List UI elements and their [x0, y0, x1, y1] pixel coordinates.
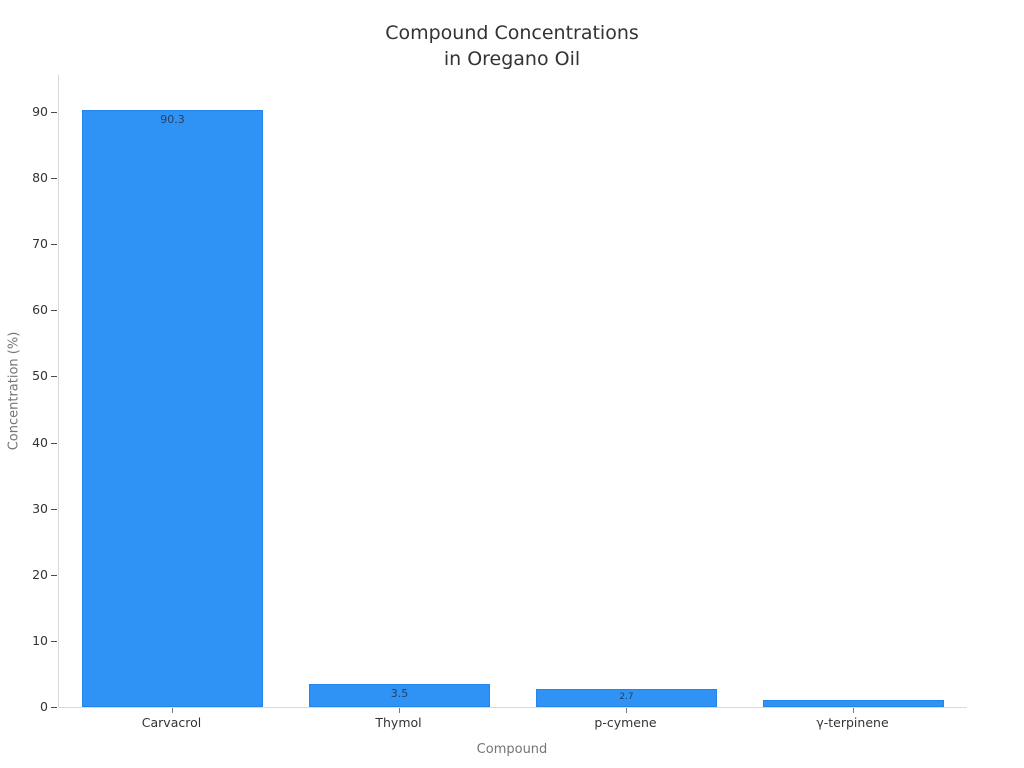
y-tick-label: 90 — [32, 104, 48, 120]
y-tick-label: 50 — [32, 368, 48, 384]
y-tick-mark — [51, 508, 57, 510]
chart-title: Compound Concentrations in Oregano Oil — [0, 20, 1024, 72]
x-tick-label: γ-terpinene — [816, 715, 889, 730]
y-tick-mark — [51, 376, 57, 378]
x-tick-label: Carvacrol — [141, 715, 202, 730]
y-axis-title: Concentration (%) — [6, 331, 22, 451]
bar-value-label: 3.5 — [390, 686, 409, 700]
y-tick-label: 20 — [32, 566, 48, 582]
y-tick-label: 10 — [32, 632, 48, 648]
y-tick-label: 60 — [32, 302, 48, 318]
x-tick-mark — [398, 708, 400, 713]
x-tick-mark — [625, 708, 627, 713]
y-tick-mark — [51, 574, 57, 576]
x-tick-mark — [171, 708, 173, 713]
y-tick-label: 40 — [32, 434, 48, 450]
x-tick-mark — [852, 708, 854, 713]
y-tick-label: 0 — [40, 699, 48, 714]
bar-value-label: 90.3 — [160, 113, 185, 127]
bar-Carvacrol: 90.3 — [81, 110, 264, 707]
y-tick-mark — [51, 112, 57, 114]
bar-value-label: 2.7 — [619, 692, 634, 703]
y-tick-mark — [51, 640, 57, 642]
y-tick-label: 80 — [32, 170, 48, 186]
chart-title-line1: Compound Concentrations — [385, 22, 639, 44]
plot-area: 90.3 3.5 2.7 — [58, 75, 967, 708]
x-axis-title: Compound — [476, 742, 548, 757]
y-tick-mark — [51, 707, 57, 708]
bar-γ-terpinene — [762, 700, 945, 707]
y-tick-label: 70 — [32, 236, 48, 252]
x-tick-label: p-cymene — [594, 715, 657, 730]
y-tick-label: 30 — [32, 500, 48, 516]
chart-title-line2: in Oregano Oil — [443, 48, 581, 70]
bar-Thymol: 3.5 — [308, 683, 491, 707]
bar-p-cymene: 2.7 — [535, 689, 718, 707]
x-tick-label: Thymol — [375, 715, 422, 730]
y-tick-mark — [51, 178, 57, 180]
y-tick-mark — [51, 442, 57, 444]
y-tick-mark — [51, 310, 57, 312]
y-tick-mark — [51, 244, 57, 246]
